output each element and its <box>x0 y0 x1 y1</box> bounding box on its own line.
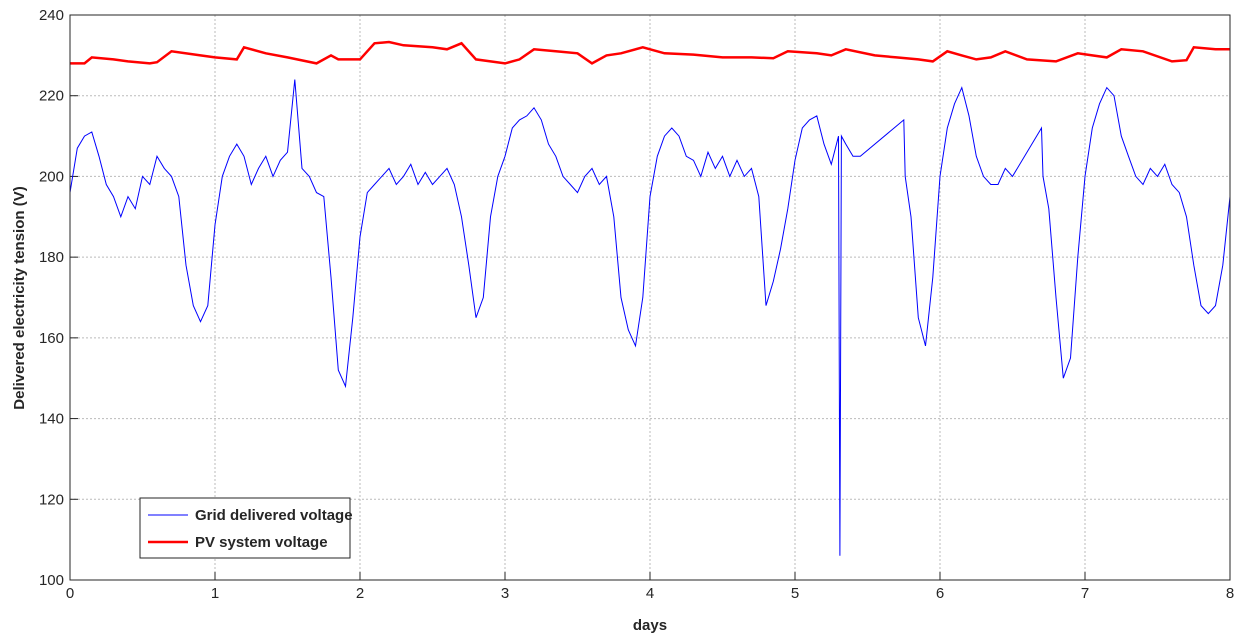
legend-label: Grid delivered voltage <box>195 507 353 524</box>
x-tick-label: 7 <box>1081 585 1089 602</box>
x-tick-label: 4 <box>646 585 654 602</box>
x-tick-label: 5 <box>791 585 799 602</box>
y-tick-label: 240 <box>39 7 64 24</box>
x-tick-label: 3 <box>501 585 509 602</box>
axes-box <box>69 14 1231 581</box>
y-tick-label: 140 <box>39 411 64 428</box>
y-tick-label: 160 <box>39 330 64 347</box>
series-line <box>70 40 1230 65</box>
y-tick-label: 180 <box>39 249 64 266</box>
x-tick-label: 8 <box>1226 585 1234 602</box>
x-tick-label: 6 <box>936 585 944 602</box>
x-tick-label: 2 <box>356 585 364 602</box>
y-tick-label: 100 <box>39 572 64 589</box>
plot-area <box>70 15 1230 580</box>
series-line <box>69 79 1231 556</box>
x-tick-label: 1 <box>211 585 219 602</box>
y-tick-label: 220 <box>39 88 64 105</box>
x-axis-label: days <box>633 617 667 634</box>
y-tick-label: 200 <box>39 168 64 185</box>
y-tick-label: 120 <box>39 491 64 508</box>
legend-label: PV system voltage <box>195 534 328 551</box>
x-tick-label: 0 <box>66 585 74 602</box>
y-axis-label: Delivered electricity tension (V) <box>11 186 28 409</box>
legend <box>139 497 351 559</box>
